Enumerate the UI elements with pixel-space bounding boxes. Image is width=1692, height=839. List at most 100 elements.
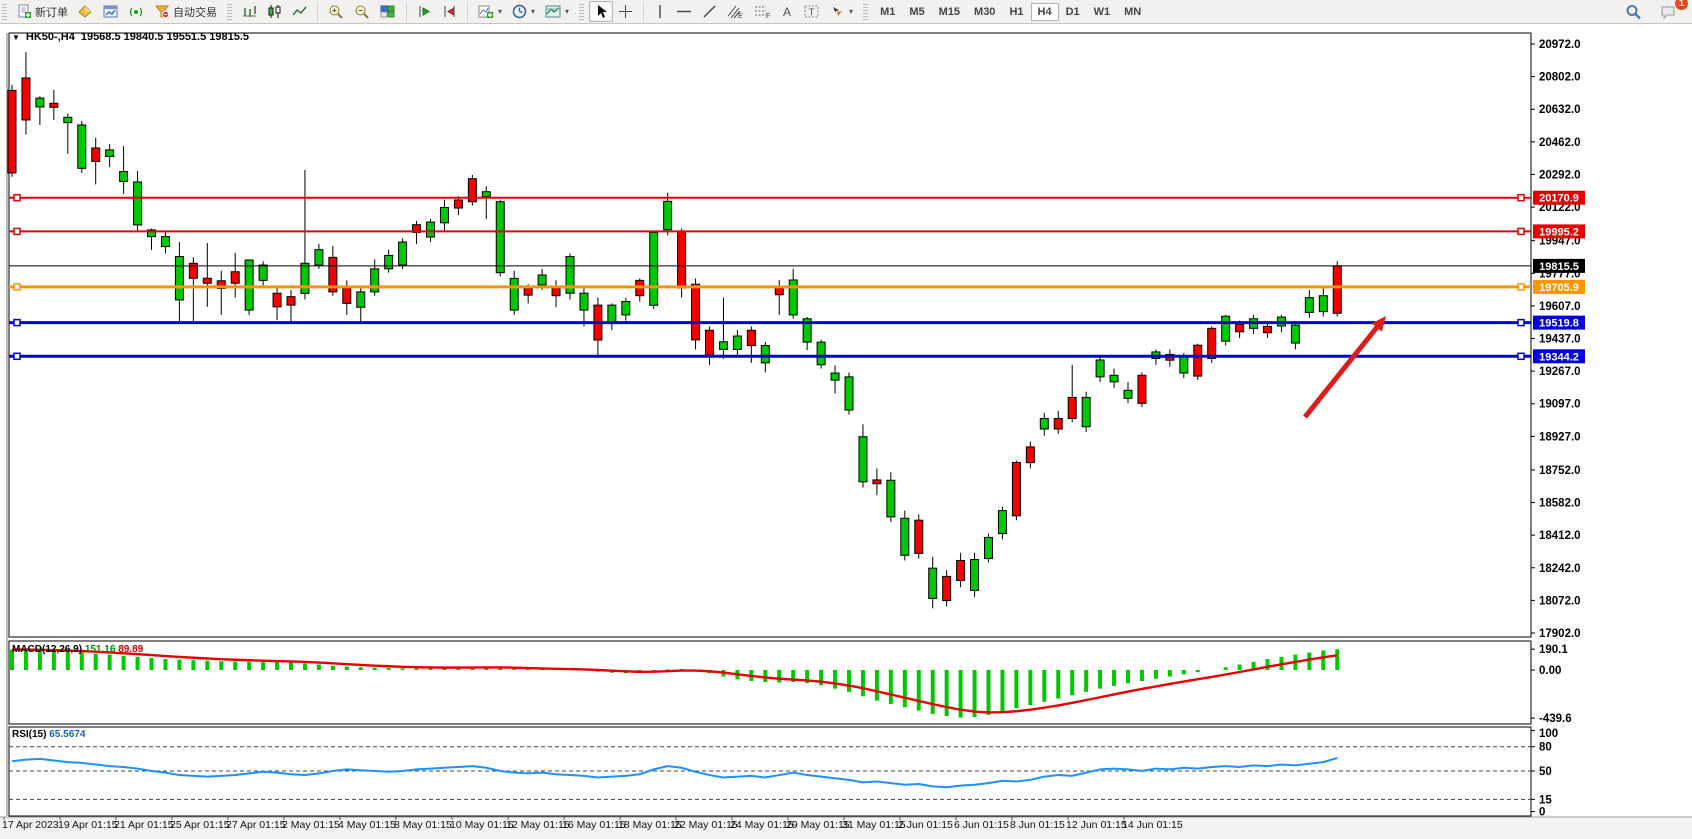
annotation-arrow-head[interactable] <box>1371 316 1386 332</box>
date-label[interactable]: 27 Apr 01:15 <box>226 819 286 831</box>
candle-body-up[interactable] <box>732 335 742 350</box>
candle-body-up[interactable] <box>133 181 143 226</box>
candle-body-up[interactable] <box>1081 396 1091 428</box>
candle-body-up[interactable] <box>621 300 631 316</box>
candle-body-down[interactable] <box>677 230 687 289</box>
candle-body-down[interactable] <box>328 256 338 293</box>
candle-body-down[interactable] <box>1207 327 1217 359</box>
line-handle-marker[interactable] <box>13 193 21 202</box>
templates-button[interactable]: ▾ <box>540 1 574 22</box>
tile-windows-button[interactable] <box>375 1 401 22</box>
candle-body-up[interactable] <box>35 97 45 108</box>
bar-chart-button[interactable] <box>237 1 262 22</box>
auto-trading-button[interactable]: 自动交易 <box>149 1 222 23</box>
candle-body-down[interactable] <box>230 271 240 284</box>
zoom-in-button[interactable] <box>323 1 349 22</box>
date-label[interactable]: 2 Jun 01:15 <box>898 819 953 831</box>
candle-body-up[interactable] <box>858 436 868 483</box>
candle-body-up[interactable] <box>495 201 505 274</box>
rsi-pane[interactable] <box>8 726 1532 817</box>
candle-body-up[interactable] <box>314 249 324 266</box>
signals-button[interactable] <box>124 1 149 22</box>
candle-body-down[interactable] <box>1067 396 1077 420</box>
date-label[interactable]: 22 May 01:15 <box>674 819 738 831</box>
candle-body-up[interactable] <box>300 262 310 294</box>
date-label[interactable]: 18 May 01:15 <box>618 819 682 831</box>
candlestick-button[interactable] <box>262 1 287 22</box>
timeframe-button-m15[interactable]: M15 <box>938 5 961 18</box>
candle-body-down[interactable] <box>453 199 463 209</box>
candle-body-up[interactable] <box>160 236 170 248</box>
candle-body-up[interactable] <box>537 274 547 286</box>
line-handle-marker[interactable] <box>1517 283 1525 291</box>
candle-body-down[interactable] <box>872 479 882 485</box>
indicators-button[interactable]: ▾ <box>473 1 507 22</box>
date-label[interactable]: 17 Apr 2023 <box>2 819 59 831</box>
candle-body-up[interactable] <box>844 376 854 411</box>
line-handle-marker[interactable] <box>13 283 21 291</box>
candle-body-up[interactable] <box>1039 418 1049 430</box>
timeframe-button-w1[interactable]: W1 <box>1093 5 1111 18</box>
date-label[interactable]: 2 May 01:15 <box>282 819 340 831</box>
line-handle-marker[interactable] <box>1517 318 1525 327</box>
candle-body-down[interactable] <box>956 559 966 581</box>
candle-body-up[interactable] <box>718 341 728 350</box>
candle-body-down[interactable] <box>1235 323 1245 333</box>
candle-body-up[interactable] <box>565 256 575 294</box>
candle-body-up[interactable] <box>886 479 896 518</box>
candle-body-down[interactable] <box>188 262 198 279</box>
candle-body-down[interactable] <box>942 575 952 602</box>
candle-body-up[interactable] <box>398 241 408 266</box>
date-label[interactable]: 6 Jun 01:15 <box>954 819 1009 831</box>
candle-body-up[interactable] <box>928 567 938 599</box>
candle-body-up[interactable] <box>1123 389 1133 399</box>
candle-body-up[interactable] <box>481 191 491 198</box>
candle-body-down[interactable] <box>342 287 352 304</box>
candle-body-down[interactable] <box>1053 418 1063 430</box>
candle-body-up[interactable] <box>830 372 840 381</box>
candle-body-up[interactable] <box>244 259 254 311</box>
line-handle-marker[interactable] <box>13 227 21 236</box>
candle-body-up[interactable] <box>1290 324 1300 344</box>
candle-body-up[interactable] <box>147 229 156 238</box>
candle-body-up[interactable] <box>1304 297 1314 313</box>
date-label[interactable]: 24 May 01:15 <box>730 819 794 831</box>
candle-body-up[interactable] <box>370 268 380 293</box>
timeframe-button-m1[interactable]: M1 <box>880 5 896 18</box>
chart-shift-button[interactable] <box>437 1 462 22</box>
candle-body-up[interactable] <box>439 206 449 224</box>
candle-body-up[interactable] <box>1095 359 1105 378</box>
candle-body-down[interactable] <box>272 292 282 308</box>
candle-body-up[interactable] <box>760 345 770 364</box>
community-chat-button[interactable]: 1 <box>1655 0 1688 23</box>
date-label[interactable]: 8 May 01:15 <box>394 819 452 831</box>
one-click-trading-toggle-icon[interactable]: ▼ <box>12 32 20 42</box>
timeframe-button-m30[interactable]: M30 <box>974 5 996 18</box>
candle-body-up[interactable] <box>105 149 115 157</box>
line-handle-marker[interactable] <box>13 352 21 361</box>
date-label[interactable]: 12 Jun 01:15 <box>1066 819 1127 831</box>
new-order-button[interactable]: 新订单 <box>12 1 73 23</box>
date-label[interactable]: 10 May 01:15 <box>450 819 514 831</box>
candle-body-down[interactable] <box>21 77 31 121</box>
candle-body-down[interactable] <box>91 147 101 162</box>
crosshair-button[interactable] <box>613 1 638 22</box>
candle-body-down[interactable] <box>551 287 561 297</box>
candle-body-up[interactable] <box>426 221 435 238</box>
date-label[interactable]: 29 May 01:15 <box>786 819 850 831</box>
candle-body-up[interactable] <box>119 171 129 183</box>
zoom-out-button[interactable] <box>349 1 375 22</box>
arrows-button[interactable]: ▾ <box>825 1 858 22</box>
candle-body-up[interactable] <box>1109 374 1119 383</box>
timeframe-button-d1[interactable]: D1 <box>1065 5 1080 18</box>
market-watch-button[interactable] <box>98 1 124 22</box>
text-label-button[interactable]: T <box>799 1 825 22</box>
fibonacci-button[interactable]: F <box>749 1 776 22</box>
candle-body-down[interactable] <box>216 280 226 289</box>
price-chart-canvas[interactable]: 20972.0 20802.0 20632.0 20462.0 20292.0 20122… <box>0 24 1692 839</box>
candle-body-up[interactable] <box>649 231 659 306</box>
macd-pane[interactable] <box>8 640 1532 725</box>
date-label[interactable]: 16 May 01:15 <box>562 819 626 831</box>
cursor-button[interactable] <box>589 1 614 22</box>
timeframe-button-h4[interactable]: H4 <box>1030 2 1059 21</box>
